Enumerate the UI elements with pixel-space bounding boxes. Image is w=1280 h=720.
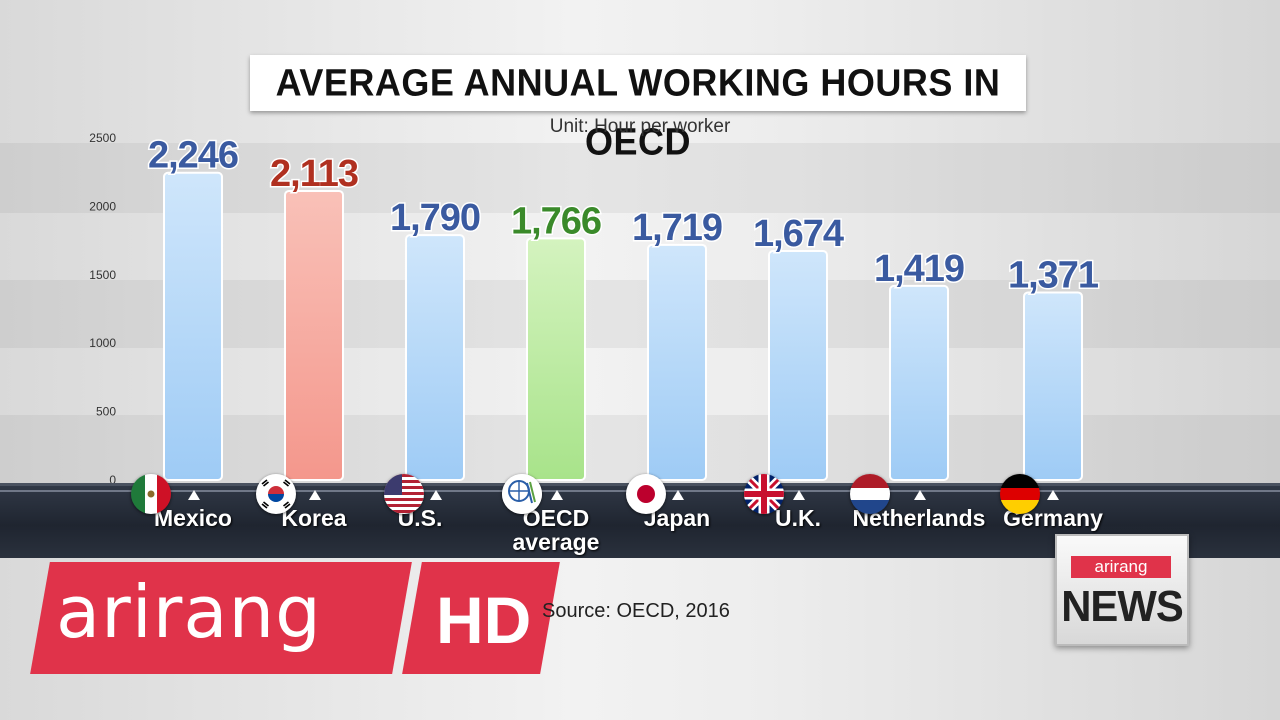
value-label: 1,419: [874, 248, 964, 290]
value-label: 2,113: [270, 153, 358, 195]
category-label-line: Japan: [643, 505, 711, 531]
japan-flag-icon: [626, 474, 666, 514]
bar-chart: 0 500 1000 1500 2000 2500 2,246 2,113 1,790 1,766…: [89, 131, 1101, 487]
oecd-logo-icon: [502, 474, 542, 514]
us-flag-icon: [384, 474, 424, 514]
value-label: 1,371: [1008, 254, 1099, 296]
category-label: Mexico: [123, 506, 263, 530]
source-label: Source: OECD, 2016: [542, 600, 730, 622]
category-label-line: OECD: [522, 505, 590, 531]
triangle-marker-icon: [430, 490, 442, 500]
y-tick-label: 500: [96, 405, 116, 419]
value-label: 2,246: [148, 135, 238, 177]
bar-u-s-: [405, 234, 465, 481]
chart-title-box: AVERAGE ANNUAL WORKING HOURS IN OECD: [250, 55, 1026, 163]
bar-u-k-: [768, 249, 828, 481]
news-logo-text: NEWS: [1061, 582, 1184, 631]
category-label-line: U.S.: [397, 505, 443, 531]
bar-mexico: [163, 171, 223, 481]
y-tick-label: 1000: [89, 336, 116, 350]
unit-label: Unit: Hour per worker: [549, 116, 731, 137]
bar-netherlands: [889, 284, 949, 481]
uk-flag-icon: [744, 474, 784, 514]
triangle-marker-icon: [914, 490, 926, 500]
category-label: OECD average: [486, 506, 626, 554]
hd-logo-text: HD: [436, 583, 532, 657]
category-label-line: U.K.: [775, 505, 821, 531]
category-label-line: Mexico: [154, 505, 232, 531]
category-label-line: average: [512, 529, 600, 555]
category-label: Korea: [244, 506, 384, 530]
y-tick-label: 1500: [89, 268, 116, 282]
triangle-marker-icon: [672, 490, 684, 500]
triangle-marker-icon: [551, 490, 563, 500]
bar-germany: [1023, 291, 1083, 481]
y-tick-label: 0: [109, 473, 116, 487]
bar-japan: [647, 243, 707, 481]
korea-flag-icon: [256, 474, 296, 514]
triangle-marker-icon: [793, 490, 805, 500]
value-label: 1,674: [753, 213, 844, 255]
news-logo-brand: arirang: [1071, 556, 1171, 578]
y-tick-label: 2500: [89, 131, 116, 145]
triangle-marker-icon: [309, 490, 321, 500]
category-label-line: Germany: [1003, 505, 1103, 531]
triangle-marker-icon: [1047, 490, 1059, 500]
value-label: 1,790: [390, 197, 480, 239]
triangle-marker-icon: [188, 490, 200, 500]
category-label: U.S.: [350, 506, 490, 530]
value-label: 1,719: [632, 207, 722, 249]
category-label: Germany: [983, 506, 1123, 530]
bar-korea: [284, 189, 344, 482]
bar-oecd-average: [526, 237, 586, 481]
y-tick-label: 2000: [89, 199, 116, 213]
netherlands-flag-icon: [850, 474, 890, 514]
arirang-news-logo: arirang NEWS: [1055, 534, 1189, 646]
chart-title: AVERAGE ANNUAL WORKING HOURS IN OECD: [275, 60, 1001, 163]
category-label: U.K.: [728, 506, 868, 530]
germany-flag-icon: [1000, 474, 1040, 514]
arirang-logo-text: arirang: [56, 570, 322, 654]
mexico-flag-icon: [131, 474, 171, 514]
value-label: 1,766: [511, 200, 601, 242]
category-label: Japan: [607, 506, 747, 530]
category-label-line: Korea: [281, 505, 347, 531]
